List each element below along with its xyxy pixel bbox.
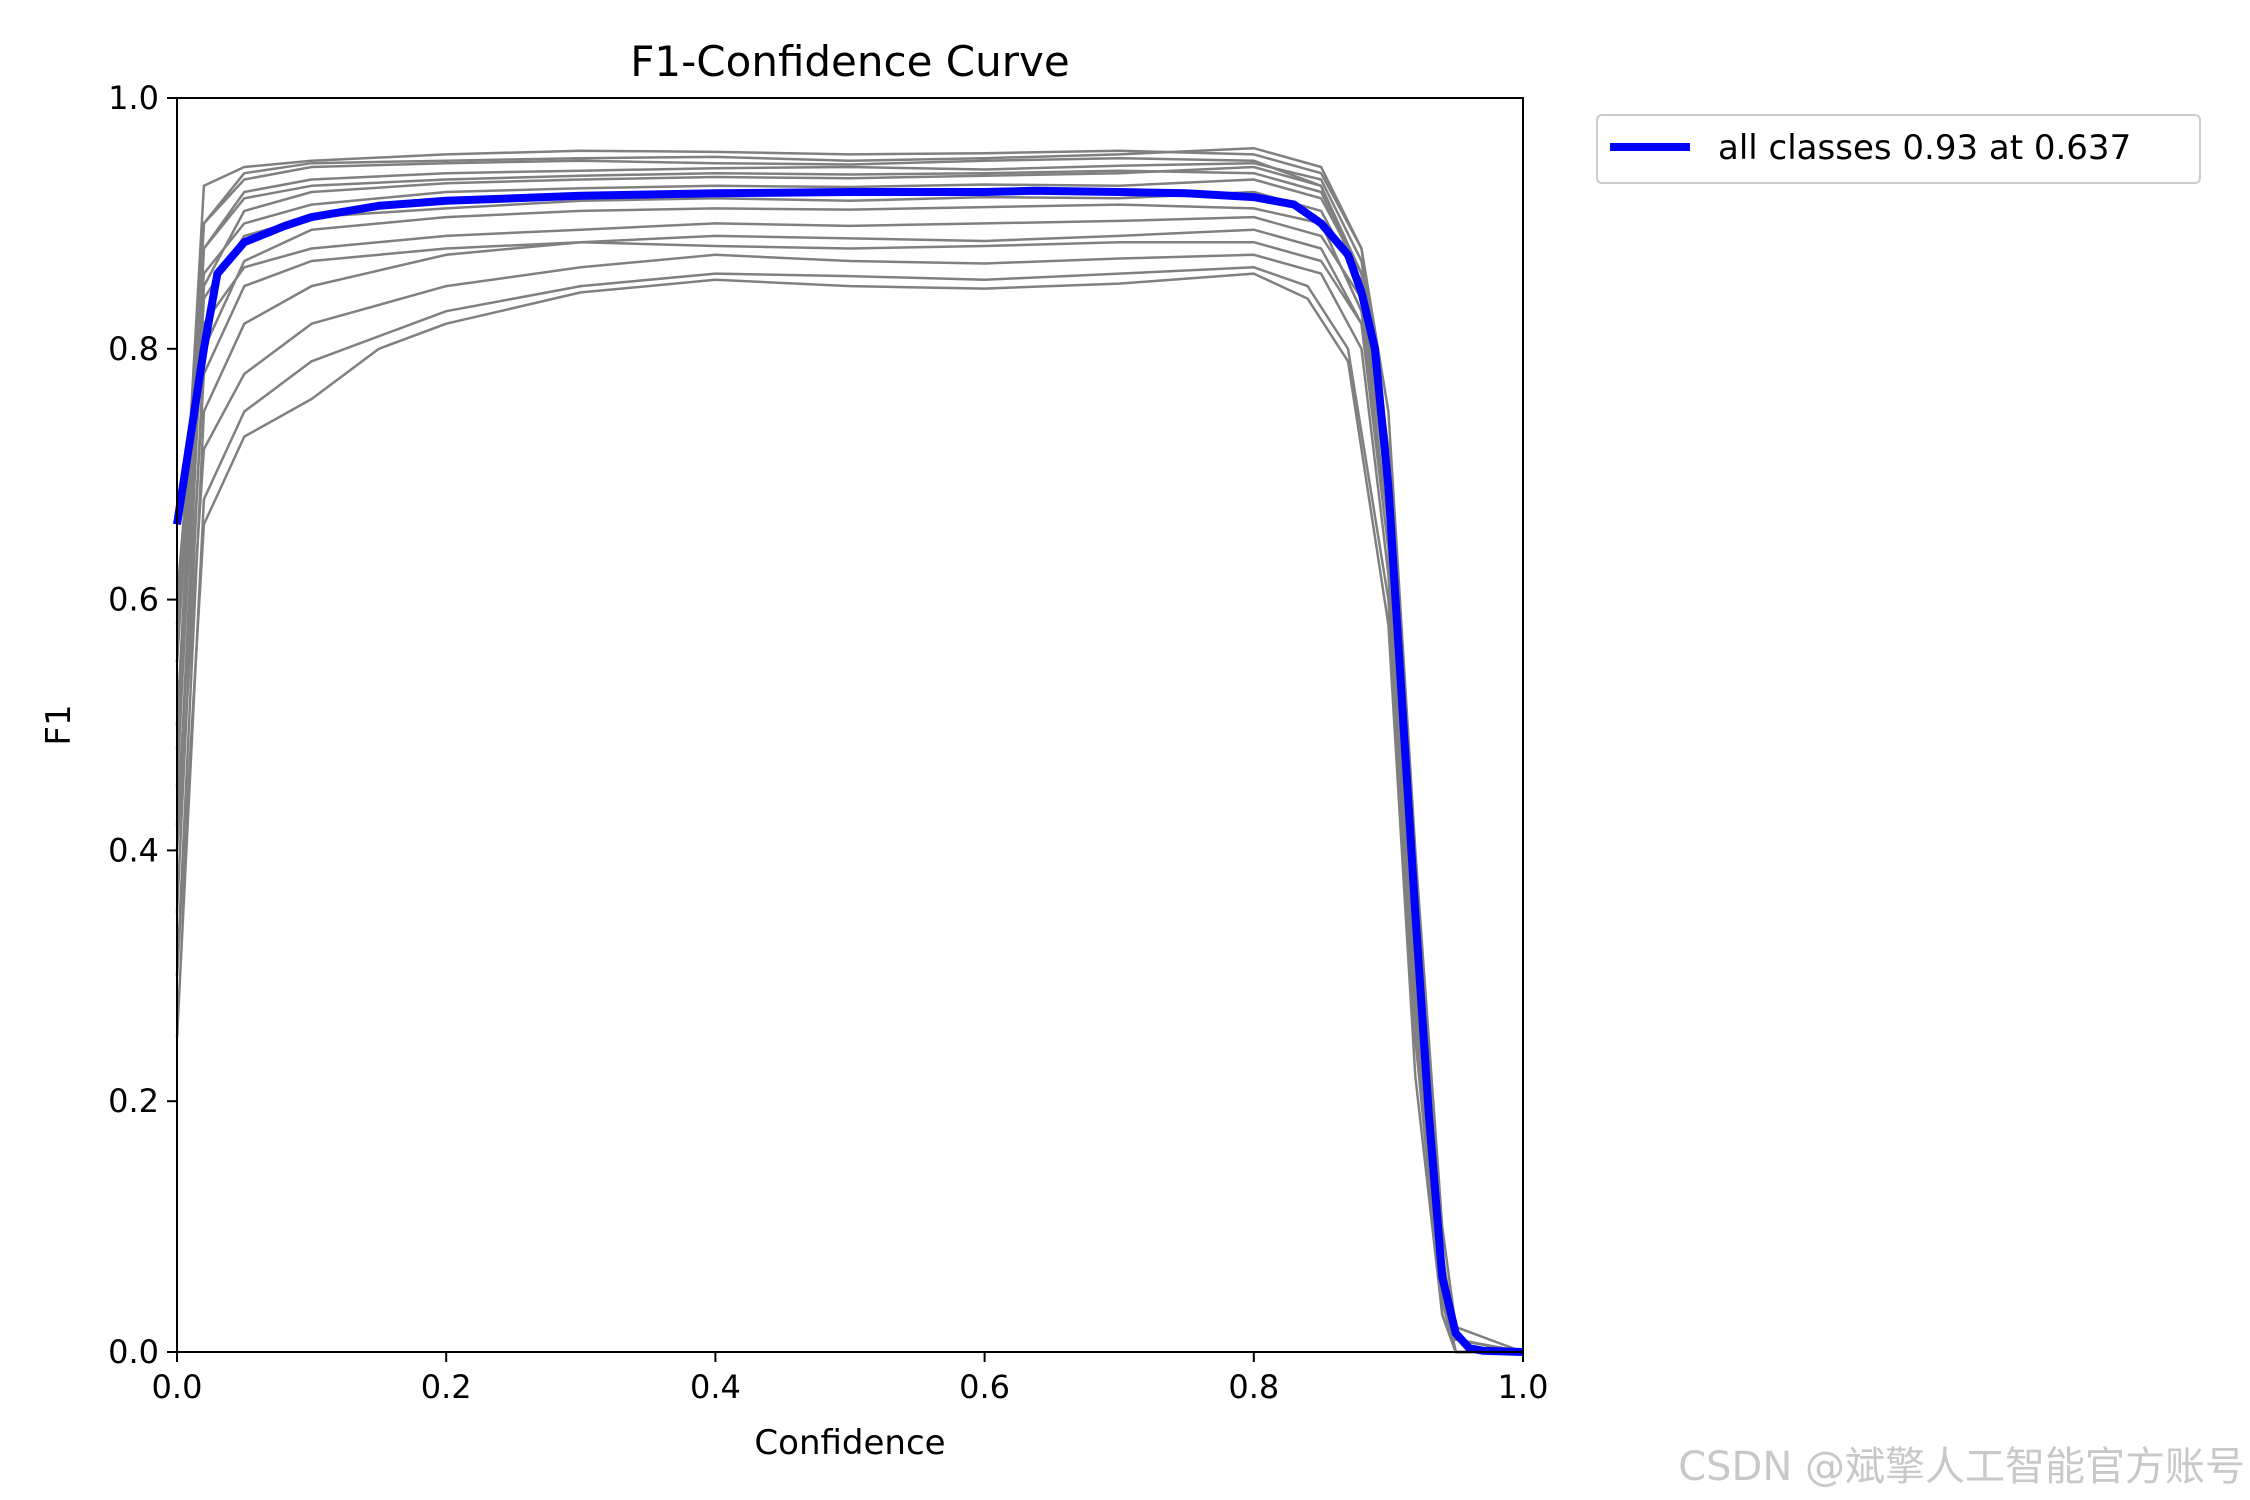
- watermark: CSDN @斌擎人工智能官方账号: [1678, 1444, 2245, 1490]
- y-tick-label: 0.0: [108, 1333, 159, 1371]
- x-tick-label: 0.4: [690, 1368, 741, 1406]
- legend-entry-all-classes: all classes 0.93 at 0.637: [1718, 128, 2131, 168]
- x-tick-label: 0.2: [421, 1368, 472, 1406]
- class-curve-14: [175, 240, 1523, 1354]
- y-tick-label: 0.6: [108, 581, 159, 619]
- class-curve-3: [175, 161, 1524, 1354]
- plot-frame: [176, 97, 1524, 1353]
- y-tick-label: 1.0: [108, 79, 159, 117]
- class-curve-13: [175, 190, 1524, 1354]
- class-curves: [175, 146, 1524, 1354]
- all-classes-curve: [173, 186, 1524, 1356]
- y-tick-label: 0.4: [108, 831, 159, 869]
- class-curve-11: [175, 272, 1523, 1354]
- x-tick-label: 0.0: [152, 1368, 203, 1406]
- class-curve-7: [175, 215, 1524, 1354]
- x-axis-label: Confidence: [754, 1423, 945, 1463]
- all-classes-curve-group: [173, 186, 1524, 1356]
- y-tick-label: 0.8: [108, 330, 159, 368]
- legend-box: [1596, 114, 2201, 184]
- x-tick-label: 0.6: [959, 1368, 1010, 1406]
- class-curve-9: [175, 253, 1523, 1354]
- class-curve-15: [175, 146, 1524, 1354]
- y-axis-label: F1: [39, 704, 79, 745]
- class-curve-6: [175, 203, 1523, 1354]
- y-axis: 0.0 0.2 0.4 0.6 0.8 1.0: [108, 79, 177, 1371]
- class-curve-10: [175, 266, 1523, 1354]
- x-axis: 0.0 0.2 0.4 0.6 0.8 1.0: [152, 1352, 1549, 1406]
- legend: all classes 0.93 at 0.637: [1596, 114, 2201, 184]
- class-curve-8: [175, 228, 1523, 1354]
- class-curve-1: [175, 149, 1524, 1354]
- chart-title: F1-Confidence Curve: [630, 37, 1069, 86]
- class-curve-4: [175, 165, 1523, 1354]
- class-curve-5: [175, 178, 1524, 1354]
- x-tick-label: 0.8: [1228, 1368, 1279, 1406]
- y-tick-label: 0.2: [108, 1082, 159, 1120]
- x-tick-label: 1.0: [1498, 1368, 1549, 1406]
